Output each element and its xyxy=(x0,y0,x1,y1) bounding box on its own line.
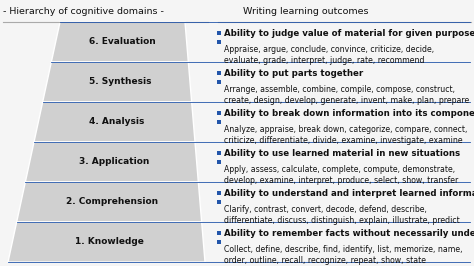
Text: Collect, define, describe, find, identify, list, memorize, name,
order, outline,: Collect, define, describe, find, identif… xyxy=(224,245,463,265)
Text: Apply, assess, calculate, complete, compute, demonstrate,
develop, examine, inte: Apply, assess, calculate, complete, comp… xyxy=(224,165,458,185)
Text: 1. Knowledge: 1. Knowledge xyxy=(75,238,144,247)
Text: Appraise, argue, conclude, convince, criticize, decide,
evaluate, grade, interpr: Appraise, argue, conclude, convince, cri… xyxy=(224,45,434,65)
Polygon shape xyxy=(25,142,198,182)
Bar xyxy=(217,160,221,164)
Text: Ability to break down information into its components: Ability to break down information into i… xyxy=(224,109,474,118)
Text: - Hierarchy of cognitive domains -: - Hierarchy of cognitive domains - xyxy=(3,7,164,16)
Bar xyxy=(217,31,221,35)
Text: Writing learning outcomes: Writing learning outcomes xyxy=(243,7,368,16)
Text: Clarify, contrast, convert, decode, defend, describe,
differentiate, discuss, di: Clarify, contrast, convert, decode, defe… xyxy=(224,205,460,225)
Bar xyxy=(217,111,221,115)
Bar xyxy=(217,40,221,44)
Text: 2. Comprehension: 2. Comprehension xyxy=(66,197,158,206)
Polygon shape xyxy=(34,102,195,142)
Bar xyxy=(217,191,221,195)
Bar xyxy=(217,240,221,244)
Bar xyxy=(217,200,221,204)
Bar xyxy=(217,231,221,235)
Text: 3. Application: 3. Application xyxy=(79,157,150,167)
Text: Ability to understand and interpret learned information: Ability to understand and interpret lear… xyxy=(224,189,474,198)
Polygon shape xyxy=(8,222,205,262)
Polygon shape xyxy=(43,62,191,102)
Bar xyxy=(217,80,221,84)
Text: Ability to remember facts without necessarily understanding: Ability to remember facts without necess… xyxy=(224,229,474,238)
Bar xyxy=(217,71,221,75)
Text: 4. Analysis: 4. Analysis xyxy=(90,118,145,127)
Text: Arrange, assemble, combine, compile, compose, construct,
create, design, develop: Arrange, assemble, combine, compile, com… xyxy=(224,85,469,105)
Text: 6. Evaluation: 6. Evaluation xyxy=(89,38,156,47)
Text: Ability to judge value of material for given purpose: Ability to judge value of material for g… xyxy=(224,29,474,38)
Polygon shape xyxy=(51,22,188,62)
Text: Analyze, appraise, break down, categorize, compare, connect,
criticize, differen: Analyze, appraise, break down, categoriz… xyxy=(224,125,467,145)
Bar xyxy=(217,120,221,124)
Bar xyxy=(217,151,221,155)
Text: 5. Synthesis: 5. Synthesis xyxy=(89,77,151,86)
Text: Ability to use learned material in new situations: Ability to use learned material in new s… xyxy=(224,149,460,158)
Text: Ability to put parts together: Ability to put parts together xyxy=(224,69,363,78)
Polygon shape xyxy=(17,182,201,222)
